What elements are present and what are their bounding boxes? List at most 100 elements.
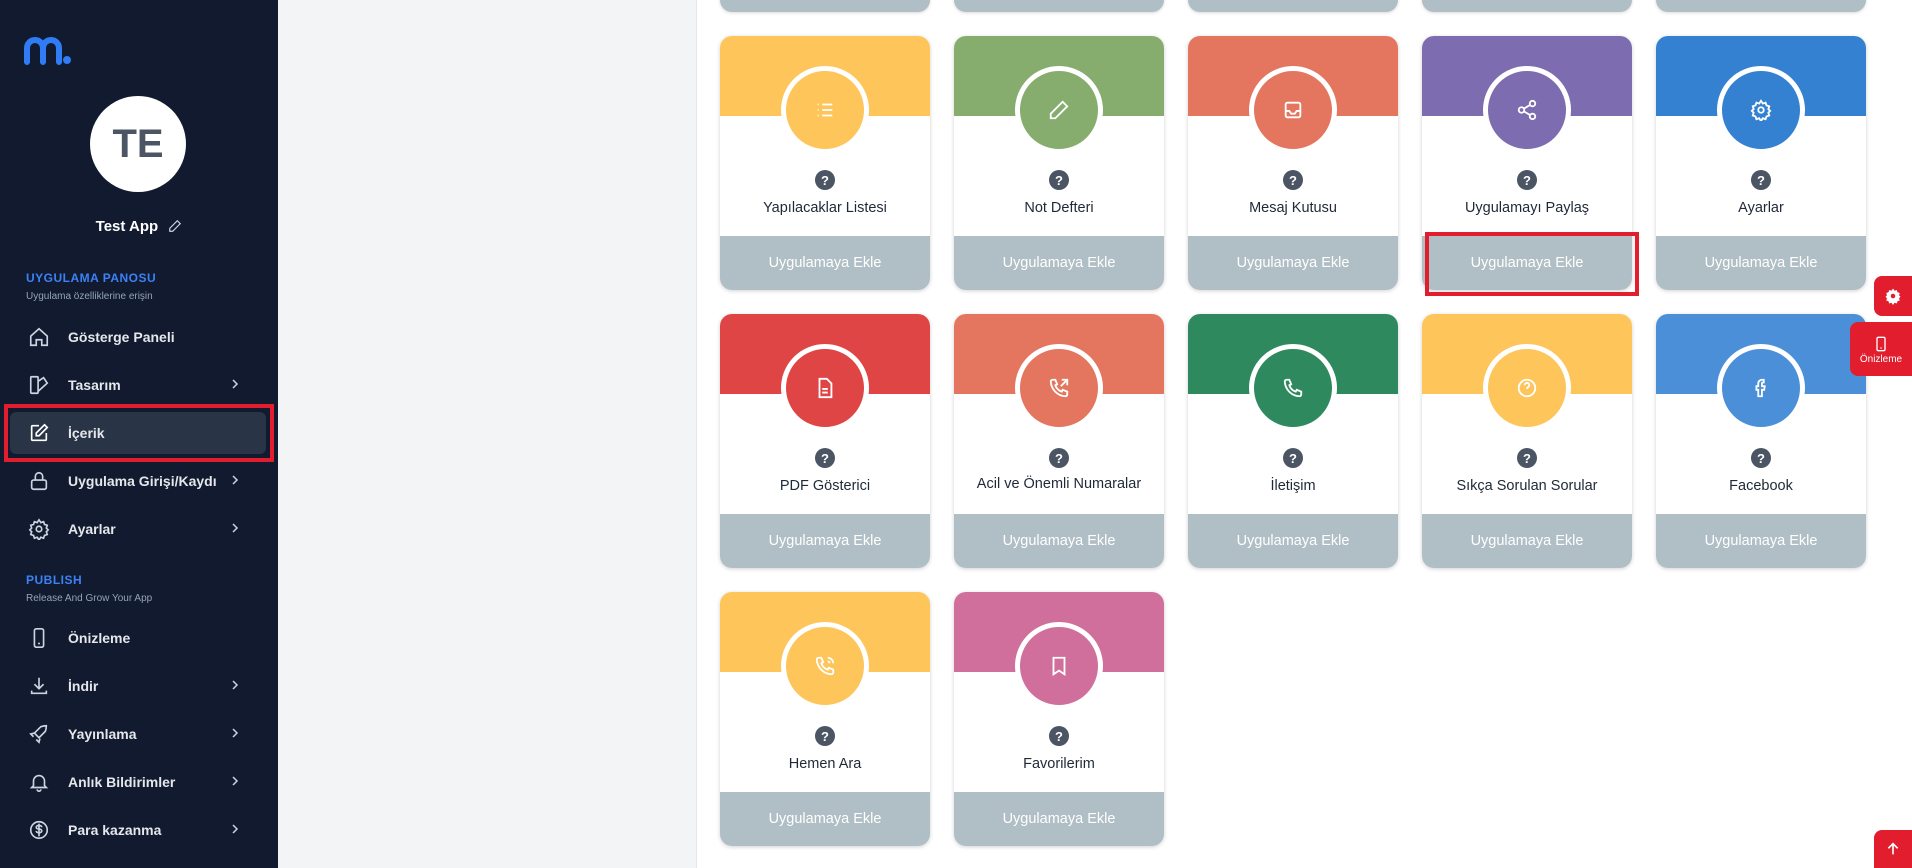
help-icon[interactable]: ?	[815, 726, 835, 746]
sidebar-item-settings[interactable]: Ayarlar	[10, 508, 266, 550]
chevron-right-icon	[232, 523, 239, 533]
card-partial	[1422, 0, 1632, 12]
add-to-app-button[interactable]: Uygulamaya Ekle	[1656, 236, 1866, 290]
help-icon[interactable]: ?	[815, 448, 835, 468]
section-title-dashboard: UYGULAMA PANOSU	[26, 271, 157, 285]
add-to-app-button[interactable]: Uygulamaya Ekle	[720, 514, 930, 568]
sidebar-item-app-login[interactable]: Uygulama Girişi/Kaydı	[10, 460, 266, 502]
feature-card-call-now: ? Hemen Ara Uygulamaya Ekle	[720, 592, 930, 846]
add-to-app-button[interactable]: Uygulamaya Ekle	[1422, 514, 1632, 568]
feature-card-inbox: ? Mesaj Kutusu Uygulamaya Ekle	[1188, 36, 1398, 290]
card-icon-circle	[1249, 344, 1337, 432]
sidebar-item-label: Gösterge Paneli	[68, 329, 175, 345]
floating-settings-button[interactable]	[1874, 276, 1912, 316]
card-title: Ayarlar	[1738, 200, 1784, 216]
sidebar-item-label: İçerik	[68, 425, 105, 441]
add-to-app-button[interactable]: Uygulamaya Ekle	[1188, 236, 1398, 290]
edit-name-icon[interactable]	[168, 219, 182, 233]
sidebar-item-download[interactable]: İndir	[10, 665, 266, 707]
gear-icon	[1885, 288, 1901, 305]
section-title-publish: PUBLISH	[26, 573, 83, 587]
floating-preview-label: Önizleme	[1859, 353, 1903, 365]
gear-icon	[1750, 99, 1772, 121]
phone-icon	[1876, 336, 1886, 351]
floating-preview-button[interactable]: Önizleme	[1850, 322, 1912, 376]
help-icon[interactable]: ?	[1517, 448, 1537, 468]
help-icon[interactable]: ?	[1283, 448, 1303, 468]
arrow-up-icon	[1887, 842, 1899, 855]
card-icon-circle	[1015, 344, 1103, 432]
help-icon[interactable]: ?	[1283, 170, 1303, 190]
feature-card-contact: ? İletişim Uygulamaya Ekle	[1188, 314, 1398, 568]
chevron-right-icon	[232, 680, 239, 690]
sidebar-item-label: Yayınlama	[68, 726, 137, 742]
sidebar-item-label: Para kazanma	[68, 822, 162, 838]
add-to-app-button[interactable]: Uygulamaya Ekle	[720, 236, 930, 290]
sidebar-item-label: Anlık Bildirimler	[68, 774, 176, 790]
sidebar-item-label: Önizleme	[68, 630, 131, 646]
card-title: Yapılacaklar Listesi	[763, 200, 887, 216]
add-to-app-button[interactable]: Uygulamaya Ekle	[1188, 514, 1398, 568]
bell-icon	[29, 774, 49, 792]
card-icon-circle	[1015, 66, 1103, 154]
card-icon-circle	[781, 66, 869, 154]
add-to-app-button[interactable]: Uygulamaya Ekle	[954, 792, 1164, 846]
facebook-icon	[1755, 378, 1766, 398]
download-icon	[30, 677, 48, 695]
help-icon[interactable]: ?	[1751, 170, 1771, 190]
help-icon[interactable]: ?	[1049, 170, 1069, 190]
sidebar-item-dashboard[interactable]: Gösterge Paneli	[10, 316, 266, 358]
app-name[interactable]: Test App	[0, 218, 278, 235]
card-icon-circle	[1717, 344, 1805, 432]
help-icon[interactable]: ?	[1751, 448, 1771, 468]
card-title: İletişim	[1270, 478, 1316, 494]
app-name-label: Test App	[95, 218, 159, 235]
sidebar-item-label: Uygulama Girişi/Kaydı	[68, 473, 217, 489]
add-to-app-button[interactable]: Uygulamaya Ekle	[1656, 514, 1866, 568]
card-title: Sıkça Sorulan Sorular	[1456, 478, 1598, 494]
design-icon	[29, 375, 49, 395]
rocket-icon	[29, 724, 48, 744]
sidebar-item-design[interactable]: Tasarım	[10, 364, 266, 406]
chevron-right-icon	[232, 728, 239, 738]
add-to-app-button[interactable]: Uygulamaya Ekle	[1422, 236, 1632, 290]
inbox-icon	[1284, 101, 1302, 119]
card-icon-circle	[1483, 66, 1571, 154]
card-title: Not Defteri	[1024, 200, 1094, 216]
card-title: PDF Gösterici	[779, 478, 871, 494]
sidebar-item-preview[interactable]: Önizleme	[10, 617, 266, 659]
phone-call-icon	[815, 656, 835, 676]
chevron-right-icon	[232, 379, 239, 389]
sidebar-item-label: İndir	[68, 678, 99, 694]
sidebar-item-content[interactable]: İçerik	[10, 412, 266, 454]
feature-panel: ? Yapılacaklar Listesi Uygulamaya Ekle ?…	[696, 0, 1912, 868]
feature-card-settings: ? Ayarlar Uygulamaya Ekle	[1656, 36, 1866, 290]
list-icon	[817, 103, 833, 117]
help-icon[interactable]: ?	[1049, 726, 1069, 746]
scroll-top-button[interactable]	[1874, 830, 1912, 868]
edit-icon	[30, 423, 49, 442]
card-title: Uygulamayı Paylaş	[1464, 200, 1590, 216]
gear-icon	[28, 518, 50, 540]
add-to-app-button[interactable]: Uygulamaya Ekle	[720, 792, 930, 846]
card-partial	[720, 0, 930, 12]
bookmark-icon	[1052, 656, 1066, 676]
avatar: TE	[90, 96, 186, 192]
section-subtitle-dashboard: Uygulama özelliklerine erişin	[26, 291, 153, 302]
lock-icon	[30, 471, 48, 491]
help-icon[interactable]: ?	[1049, 448, 1069, 468]
card-icon-circle	[781, 344, 869, 432]
sidebar-item-push-notifications[interactable]: Anlık Bildirimler	[10, 761, 266, 803]
card-title: Mesaj Kutusu	[1249, 200, 1337, 216]
chevron-right-icon	[232, 475, 239, 485]
help-icon[interactable]: ?	[1517, 170, 1537, 190]
brand-logo-icon[interactable]	[24, 36, 72, 66]
help-icon[interactable]: ?	[815, 170, 835, 190]
add-to-app-button[interactable]: Uygulamaya Ekle	[954, 514, 1164, 568]
sidebar-item-monetization[interactable]: Para kazanma	[10, 809, 266, 851]
card-title: Favorilerim	[1023, 756, 1095, 772]
sidebar-item-publishing[interactable]: Yayınlama	[10, 713, 266, 755]
card-icon-circle	[781, 622, 869, 710]
file-icon	[818, 377, 833, 399]
add-to-app-button[interactable]: Uygulamaya Ekle	[954, 236, 1164, 290]
